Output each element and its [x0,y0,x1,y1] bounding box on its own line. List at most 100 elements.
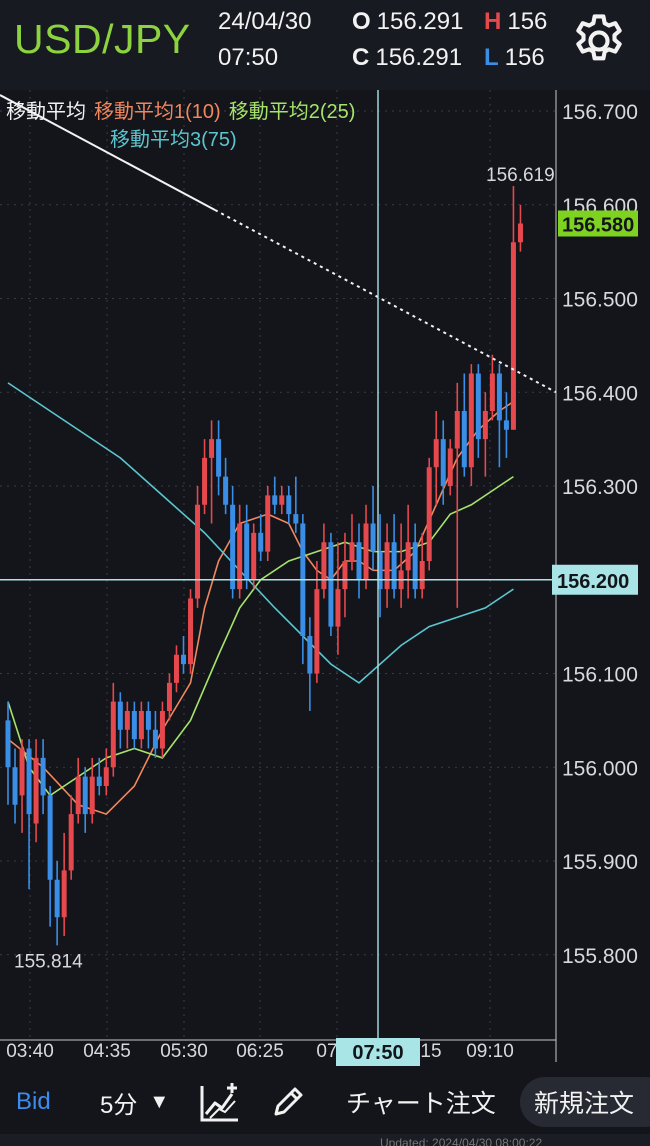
period-label: 5分 [100,1091,138,1119]
candle-body [19,748,25,796]
chart-order-button[interactable]: チャート注文 [346,1090,496,1118]
candle-body [68,814,74,871]
y-tick-label: 156.500 [562,289,638,312]
candle-body [82,776,88,815]
candle-body [307,636,313,674]
candle-body [321,542,327,590]
y-tick-label: 155.800 [562,945,638,968]
candle-body [342,561,348,590]
candle-body [12,767,18,805]
candle-body [124,711,130,730]
candle-body [159,711,165,749]
draw-tool-button[interactable] [268,1070,312,1134]
x-tick-label: 06:25 [236,1041,284,1062]
legend-ma1: 移動平均1(10) [94,101,221,123]
indicator-chart-icon [200,1083,238,1122]
candle-body [26,748,32,815]
y-tick-label: 156.300 [562,476,638,499]
candle-body [54,879,60,918]
currency-pair-title[interactable]: USD/JPY [14,16,191,62]
x-tick-label: 15 [420,1041,441,1062]
candle-body [110,701,116,768]
update-timestamp: Updated: 2024/04/30 08:00:22 [380,1136,543,1146]
candle-body [103,767,109,786]
candle-body [377,551,383,590]
candle-body [181,654,186,665]
header-date: 24/04/30 [218,8,312,35]
high-annotation: 156.619 [486,165,555,186]
crosshair-price-label: 156.200 [557,571,629,593]
close-value: C 156.291 [352,44,463,71]
x-tick-label: 05:30 [160,1041,208,1062]
period-selector[interactable]: 5分 ▼ [100,1070,169,1134]
candle-body [433,439,439,468]
candle-body [117,701,123,730]
bid-toggle[interactable]: Bid [16,1088,51,1115]
current-price-label: 156.580 [562,215,634,237]
indicator-legend[interactable]: 移動平均 移動平均1(10) 移動平均2(25) 移動平均3(75) [6,98,355,154]
crosshair-time-label: 07:50 [352,1042,403,1064]
candle-body [209,439,215,458]
candle-body [188,598,194,665]
candle-body [517,223,523,243]
crosshair-time-badge [336,1038,420,1066]
candle-body [391,542,397,590]
y-tick-label: 155.900 [562,851,638,874]
candle-body [89,776,95,815]
candle-body [482,411,488,440]
candle-body [47,795,53,880]
y-tick-label: 156.000 [562,757,638,780]
candle-body [496,373,502,421]
trendline-dotted[interactable] [214,209,557,394]
chevron-down-icon: ▼ [149,1090,170,1113]
x-tick-label: 07 [316,1041,337,1062]
candle-body [75,776,81,815]
candle-body [454,411,460,449]
x-tick-label: 09:10 [466,1041,514,1062]
candle-body [356,542,362,580]
candle-body [230,504,236,590]
candle-body [447,448,453,486]
candle-body [258,532,264,552]
candle-body [61,870,67,918]
x-tick-label: 03:40 [6,1041,54,1062]
candle-body [272,495,278,505]
candle-body [265,495,271,552]
legend-ma2: 移動平均2(25) [228,101,356,123]
update-strip: Updated: 2024/04/30 08:00:22 [0,1134,650,1146]
bottom-toolbar: Bid 5分 ▼ チャート注文 新規注文 [0,1070,650,1134]
candle-body [251,532,257,580]
candle-body [166,682,172,711]
candle-body [510,242,516,430]
x-tick-label: 04:35 [83,1041,131,1062]
candle-body [503,420,509,430]
candle-body [440,439,446,486]
gear-icon[interactable] [568,10,630,72]
new-order-button[interactable]: 新規注文 [520,1077,650,1127]
candle-body [426,467,432,561]
candle-body [5,720,11,768]
trendline-solid[interactable] [0,94,216,211]
open-value: O 156.291 [352,8,464,35]
candle-body [237,523,243,590]
candle-body [138,711,144,740]
candle-body [195,504,201,599]
candle-body [468,373,474,468]
candle-body [96,776,102,786]
candle-body [475,373,481,440]
candle-body [244,523,250,580]
candle-body [202,457,208,505]
current-price-badge [558,210,638,237]
pencil-icon [274,1087,303,1116]
header-time: 07:50 [218,44,279,71]
indicator-button[interactable] [198,1070,244,1134]
candle-body [412,542,418,590]
candle-body [405,542,411,571]
low-value: L 156 [484,44,545,71]
y-tick-label: 156.100 [562,664,638,687]
candle-body [489,373,495,411]
candle-body [216,439,222,477]
low-annotation: 155.814 [14,952,83,973]
candle-body [349,542,355,561]
